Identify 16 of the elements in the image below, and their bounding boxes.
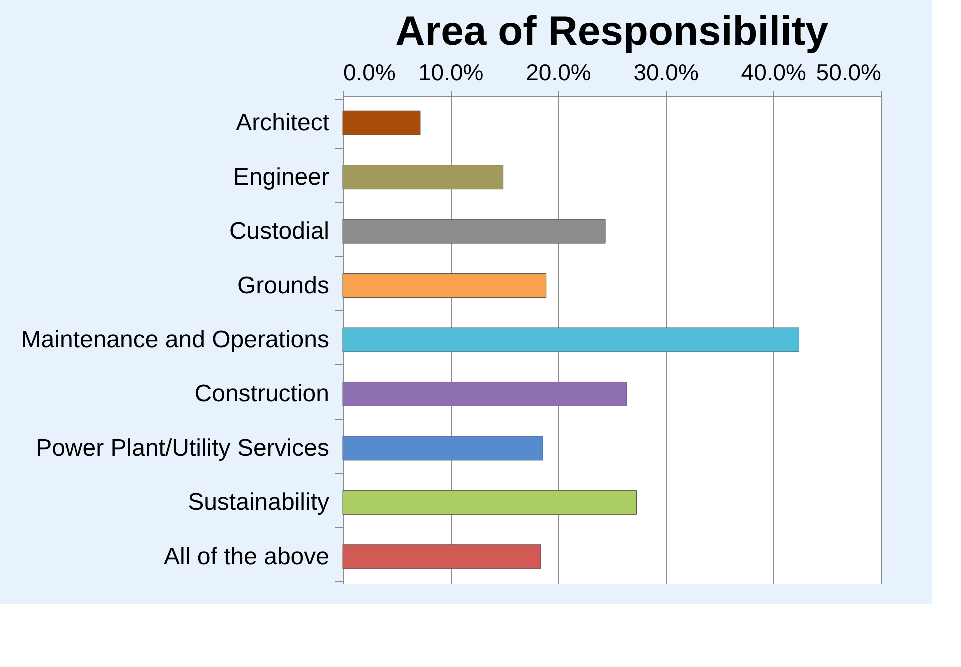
y-tick-label: Architect xyxy=(236,110,330,137)
x-tick-label: 30.0% xyxy=(634,60,699,86)
y-tick-label: Engineer xyxy=(233,164,330,191)
y-tick-label: Maintenance and Operations xyxy=(21,326,330,354)
y-tick-label: Construction xyxy=(194,380,330,408)
y-tick-label: Custodial xyxy=(229,218,330,246)
y-tick-label: Grounds xyxy=(237,272,330,300)
x-tick-label: 0.0% xyxy=(344,60,396,86)
x-tick-label: 10.0% xyxy=(418,60,484,86)
x-tick-label: 50.0% xyxy=(816,60,882,86)
y-tick-label: Power Plant/Utility Services xyxy=(36,434,330,462)
y-tick-label: All of the above xyxy=(164,543,330,570)
y-tick-label: Sustainability xyxy=(188,489,330,516)
x-tick-label: 40.0% xyxy=(741,60,807,86)
x-tick-label: 20.0% xyxy=(526,60,592,86)
chart-title: Area of Responsibility xyxy=(396,8,829,54)
